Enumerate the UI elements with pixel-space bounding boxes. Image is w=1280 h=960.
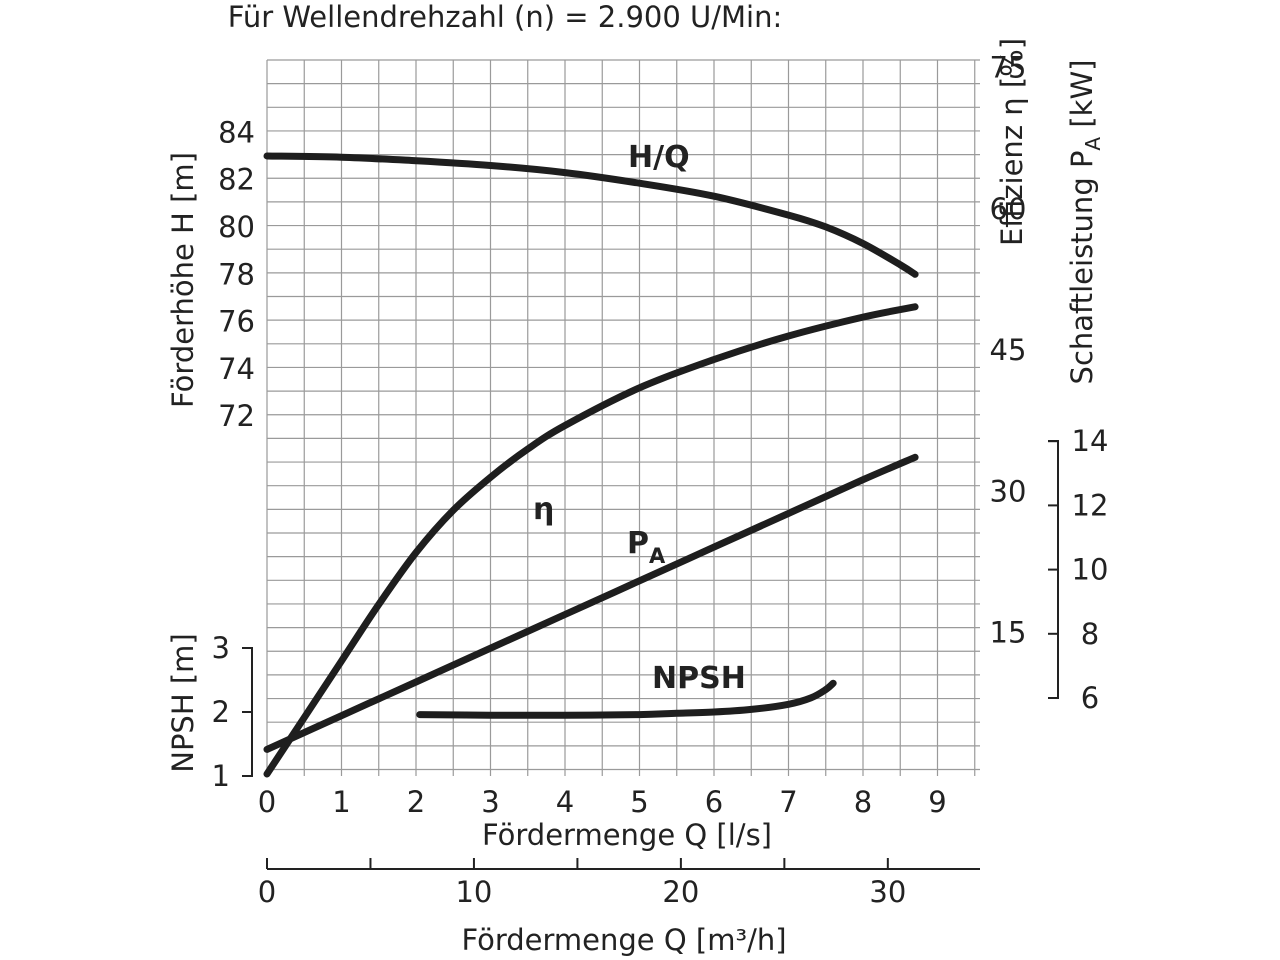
power-axis-tick-label: 6 [1081, 681, 1099, 715]
npsh-axis-label: NPSH [m] [166, 633, 200, 773]
hq-curve [263, 152, 919, 278]
efficiency-axis-label: Effizienz η [%] [995, 38, 1029, 246]
x-axis-tick-label: 2 [407, 785, 425, 819]
pa-curve-label-sub: A [649, 544, 666, 568]
eta-curve-label: η [533, 492, 554, 527]
x-axis-tick-label: 6 [705, 785, 723, 819]
npsh-curve [416, 679, 837, 719]
x2-axis-tick-label: 10 [455, 875, 492, 909]
h-axis-tick-label: 82 [218, 163, 255, 197]
x-axis-tick-label: 9 [928, 785, 946, 819]
x2-axis-tick-label: 20 [662, 875, 699, 909]
efficiency-curve [263, 303, 919, 778]
power-axis-label-main: Schaftleistung P [1065, 151, 1099, 385]
efficiency-axis-tick-label: 60 [990, 192, 1027, 226]
h-axis-tick-label: 76 [218, 305, 255, 339]
h-axis-tick-label: 72 [218, 399, 255, 433]
h-axis-tick-label: 74 [218, 352, 255, 386]
x-axis-tick-label: 8 [854, 785, 872, 819]
power-axis-tick-label: 14 [1072, 424, 1109, 458]
curves [263, 152, 919, 778]
x-axis-m3h: 0 10 20 30 [258, 858, 906, 909]
chart-title: Für Wellendrehzahl (n) = 2.900 U/Min: [228, 0, 783, 34]
power-axis-tick-label: 10 [1072, 553, 1109, 587]
x-axis-tick-label: 7 [779, 785, 797, 819]
efficiency-axis-tick-label: 45 [990, 333, 1027, 367]
efficiency-axis-tick-label: 75 [990, 51, 1027, 85]
hq-curve-label: H/Q [628, 140, 690, 175]
power-axis-label: Schaftleistung PA [kW] [1065, 60, 1105, 385]
pa-curve-label-main: P [627, 526, 649, 561]
npsh-axis-tick-label: 2 [212, 695, 230, 729]
efficiency-axis: 15 30 45 60 75 [990, 51, 1027, 650]
h-axis-tick-label: 80 [218, 210, 255, 244]
power-axis-tick-label: 8 [1081, 617, 1099, 651]
power-axis-label-sub: A [1081, 137, 1105, 151]
npsh-axis: 1 2 3 [212, 631, 252, 793]
efficiency-axis-tick-label: 30 [990, 474, 1027, 508]
x-axis-tick-label: 5 [630, 785, 648, 819]
x2-axis-label: Fördermenge Q [m³/h] [461, 923, 786, 957]
x-axis-tick-label: 1 [332, 785, 350, 819]
efficiency-axis-tick-label: 15 [990, 616, 1027, 650]
x-axis-tick-label: 0 [258, 785, 276, 819]
x-axis-label: Fördermenge Q [l/s] [482, 818, 772, 852]
h-axis: 72 74 76 78 80 82 84 [218, 115, 255, 433]
h-axis-tick-label: 78 [218, 257, 255, 291]
x2-axis-tick-label: 30 [869, 875, 906, 909]
chart-grid [266, 59, 980, 776]
shaft-power-curve [263, 453, 919, 753]
x-axis-tick-label: 3 [481, 785, 499, 819]
h-axis-label: Förderhöhe H [m] [166, 152, 200, 408]
power-axis-tick-label: 12 [1072, 488, 1109, 522]
x-axis-ls: 0 1 2 3 4 5 6 7 8 9 [258, 785, 947, 819]
npsh-axis-tick-label: 3 [212, 631, 230, 665]
pa-curve-label: PA [627, 526, 666, 568]
x-axis-tick-label: 4 [556, 785, 574, 819]
power-axis: 6 8 10 12 14 [1048, 424, 1108, 715]
npsh-axis-tick-label: 1 [212, 759, 230, 793]
power-axis-label-end: [kW] [1065, 60, 1099, 137]
npsh-curve-label: NPSH [652, 661, 746, 696]
h-axis-tick-label: 84 [218, 115, 255, 149]
x2-axis-tick-label: 0 [258, 875, 276, 909]
